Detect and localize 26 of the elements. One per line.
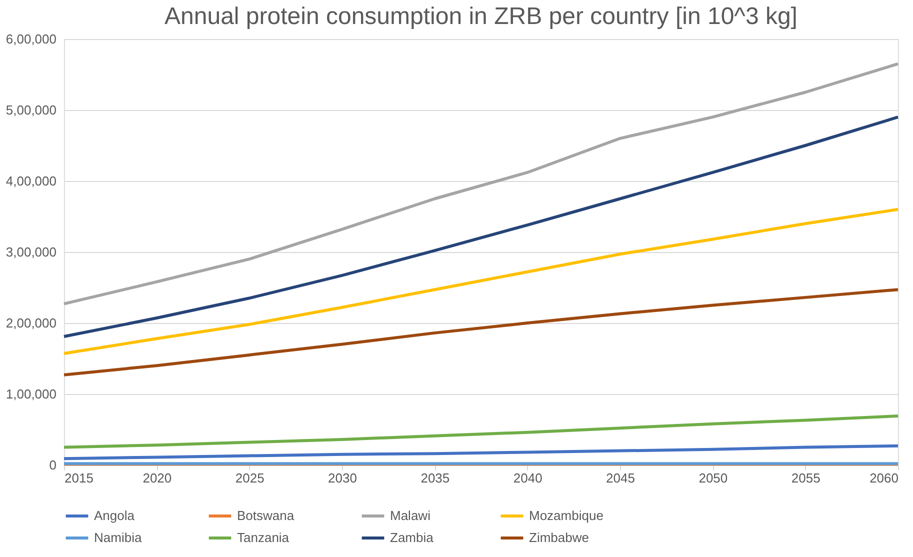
x-tick-label: 2035 (420, 470, 450, 486)
chart-title: Annual protein consumption in ZRB per country [in 10^3 kg] (164, 3, 798, 30)
legend-label: Malawi (390, 508, 431, 523)
x-tick-label: 2040 (513, 470, 542, 486)
x-tick-label: 2050 (698, 470, 728, 486)
legend-label: Angola (94, 508, 136, 523)
y-tick-label: 1,00,000 (6, 386, 56, 402)
y-tick-label: 5,00,000 (6, 102, 56, 118)
x-tick-label: 2060 (870, 470, 898, 486)
y-tick-label: 6,00,000 (6, 32, 56, 46)
legend-label: Tanzania (237, 530, 290, 545)
x-tick-label: 2025 (235, 470, 264, 486)
legend-label: Botswana (237, 508, 295, 523)
y-tick-label: 0 (49, 458, 56, 472)
y-tick-label: 3,00,000 (6, 244, 56, 260)
legend-label: Mozambique (529, 508, 604, 523)
x-tick-label: 2015 (64, 470, 94, 486)
legend-label: Namibia (94, 530, 142, 545)
y-tick-label: 4,00,000 (6, 174, 56, 188)
x-tick-label: 2055 (791, 470, 820, 486)
y-tick-label: 2,00,000 (6, 316, 56, 330)
x-tick-label: 2030 (328, 470, 357, 486)
legend-label: Zimbabwe (529, 530, 589, 545)
legend-label: Zambia (390, 530, 434, 545)
x-tick-label: 2045 (606, 470, 635, 486)
x-tick-label: 2020 (142, 470, 172, 486)
